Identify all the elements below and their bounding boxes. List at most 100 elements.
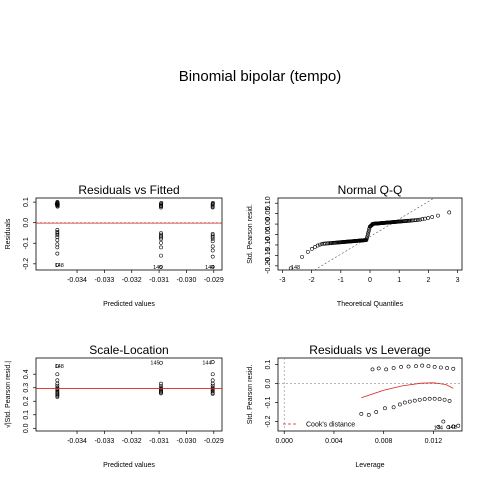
data-point xyxy=(55,262,60,267)
data-point xyxy=(447,399,452,403)
data-point xyxy=(437,397,442,402)
data-point xyxy=(159,204,163,209)
data-point xyxy=(442,397,447,402)
y-tick-label: 0.0 xyxy=(265,379,272,389)
x-tick-label: -0.031 xyxy=(149,277,169,284)
data-point xyxy=(55,242,60,247)
data-point xyxy=(210,387,215,391)
y-axis-label: √|Std. Pearson resid.| xyxy=(4,361,12,428)
y-tick-label: 0.0 xyxy=(23,218,30,228)
y-tick-label: 0.1 xyxy=(265,360,272,370)
data-point xyxy=(288,266,293,270)
data-point xyxy=(159,201,164,205)
data-point xyxy=(391,366,396,370)
data-point xyxy=(55,378,60,383)
data-point xyxy=(402,400,407,405)
x-tick-label: 2 xyxy=(426,277,430,284)
x-tick-label: -0.031 xyxy=(149,438,169,445)
data-point xyxy=(384,367,389,372)
y-tick-label: 0.0 xyxy=(23,423,30,433)
data-point xyxy=(432,396,437,401)
data-point xyxy=(210,391,215,396)
data-point xyxy=(55,372,60,377)
data-point xyxy=(55,203,59,208)
y-tick-label: -0.2 xyxy=(23,258,30,270)
x-tick-label: 0.000 xyxy=(275,438,293,445)
point-label: 148 xyxy=(447,425,456,431)
legend-label: Cook's distance xyxy=(306,422,355,429)
data-point xyxy=(364,238,369,242)
plot-frame xyxy=(35,357,223,432)
data-point xyxy=(159,391,163,396)
y-tick-label: 0.10 xyxy=(265,196,272,210)
plot-area xyxy=(36,200,222,269)
data-point xyxy=(55,231,60,236)
x-axis-label: Predicted values xyxy=(103,301,155,308)
panel-title: Scale-Location xyxy=(89,343,168,357)
qq-reference-line xyxy=(314,198,435,270)
data-point xyxy=(420,363,425,368)
data-point xyxy=(55,385,60,390)
data-point xyxy=(417,397,422,402)
panel-title: Normal Q-Q xyxy=(338,183,403,197)
data-point xyxy=(451,424,456,429)
data-point xyxy=(327,241,332,246)
smooth-line xyxy=(361,382,454,399)
data-point xyxy=(407,218,412,223)
data-point xyxy=(159,235,163,240)
y-axis-label: Std. Pearson resid. xyxy=(247,365,254,425)
y-tick-label: 0.1 xyxy=(23,197,30,207)
point-label: 144 xyxy=(202,361,211,367)
data-point xyxy=(359,412,364,416)
data-point xyxy=(305,249,310,254)
data-point xyxy=(55,238,60,243)
data-point xyxy=(446,425,451,430)
plot-frame xyxy=(277,357,463,432)
x-tick-label: -0.034 xyxy=(67,277,87,284)
data-point xyxy=(210,378,215,383)
data-point xyxy=(436,213,440,218)
data-point xyxy=(159,240,163,245)
x-axis-label: Leverage xyxy=(355,462,384,469)
data-point xyxy=(407,399,412,404)
y-tick-label: -0.1 xyxy=(265,396,272,408)
point-label: 145 xyxy=(150,361,159,367)
data-point xyxy=(210,385,215,390)
data-point xyxy=(309,246,314,251)
y-tick-label: 0.4 xyxy=(23,369,30,379)
point-label: 148 xyxy=(291,265,300,271)
panel-2: Normal Q-Q -3 -2 -1 0 1 2 3 -0.20-0.15-0.10-0.05… xyxy=(247,183,463,308)
data-point xyxy=(365,234,370,239)
data-point xyxy=(376,366,381,371)
plot-area xyxy=(36,360,222,399)
data-point xyxy=(55,364,60,369)
y-axis-label: Residuals xyxy=(5,218,12,249)
panel-title: Residuals vs Fitted xyxy=(78,183,179,197)
data-point xyxy=(210,254,215,259)
x-tick-label: -0.033 xyxy=(94,277,114,284)
data-point xyxy=(430,215,435,219)
data-point xyxy=(412,398,417,403)
data-point xyxy=(210,381,215,386)
panel-1: Residuals vs Fitted -0.034 -0.033 -0.032 -0.… xyxy=(5,183,224,308)
x-tick-label: -2 xyxy=(308,277,314,284)
data-point xyxy=(406,364,411,369)
x-tick-label: -0.034 xyxy=(67,438,87,445)
point-label: 145 xyxy=(153,265,162,271)
data-point xyxy=(414,218,419,223)
y-axis-label: Std. Pearson resid. xyxy=(247,204,254,264)
y-tick-label: 0.3 xyxy=(23,383,30,393)
data-point xyxy=(210,205,215,210)
data-point xyxy=(159,234,163,239)
point-label: 144 xyxy=(434,426,443,432)
data-point xyxy=(159,385,163,390)
data-point xyxy=(210,265,215,269)
y-tick-label: -0.2 xyxy=(265,415,272,427)
data-point xyxy=(365,232,370,237)
data-point xyxy=(447,210,452,215)
x-tick-label: -0.029 xyxy=(204,277,224,284)
data-point xyxy=(370,367,375,372)
data-point xyxy=(159,360,163,365)
y-tick-label: 0.1 xyxy=(23,410,30,420)
